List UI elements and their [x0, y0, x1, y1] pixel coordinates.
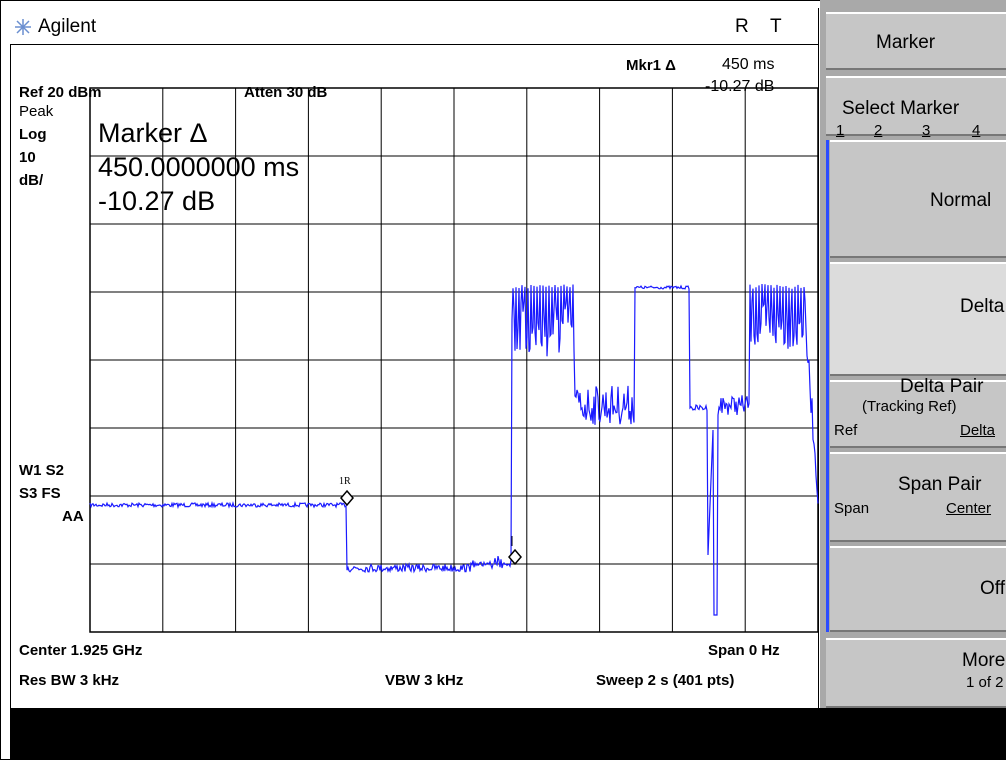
- option: 1: [836, 122, 845, 139]
- sweep: Sweep 2 s (401 pts): [596, 672, 735, 689]
- option: Ref: [834, 422, 858, 439]
- logo: [15, 19, 31, 35]
- menu-title: Marker: [826, 12, 1006, 70]
- annotation-level: -10.27 dB: [98, 186, 216, 216]
- title-bar: Agilent R T: [10, 8, 818, 45]
- softkey-sublabel: 1 of 2: [966, 674, 1004, 691]
- rbw: Res BW 3 kHz: [19, 672, 120, 689]
- option: Span: [834, 500, 870, 517]
- softkey-label: Delta Pair: [900, 376, 984, 397]
- border: [10, 44, 11, 708]
- annotation-title: Marker Δ: [98, 118, 208, 148]
- menu-title-text: Marker: [876, 32, 936, 53]
- option: 2: [874, 122, 883, 139]
- option: 3: [922, 122, 931, 139]
- softkey-sublabel: (Tracking Ref): [862, 398, 957, 415]
- ref-level: Ref 20 dBm: [19, 84, 102, 101]
- softkey[interactable]: Off: [830, 546, 1006, 632]
- softkey[interactable]: Select Marker 1 2 3 4: [826, 76, 1006, 139]
- softkey-panel: Marker Select Marker 1 2 3 4 Normal Delt…: [820, 0, 1006, 708]
- annotation-time: 450.0000000 ms: [98, 152, 300, 182]
- graticule: 1R: [89, 87, 819, 633]
- status-bar: [10, 708, 1006, 760]
- span: Span 0 Hz: [708, 642, 780, 659]
- marker-level: -10.27 dB: [705, 78, 775, 95]
- vbw: VBW 3 kHz: [385, 672, 464, 689]
- trace-flag: S3 FS: [19, 485, 61, 502]
- brand: Agilent: [38, 16, 97, 37]
- marker-time: 450 ms: [722, 56, 775, 73]
- softkey[interactable]: More 1 of 2: [826, 638, 1006, 708]
- softkey-label: Span Pair: [898, 474, 982, 495]
- softkey-label: Normal: [930, 190, 992, 211]
- marker-label: Mkr1 Δ: [626, 57, 676, 74]
- marker-diamond: [508, 548, 522, 566]
- key-focus: [826, 140, 829, 632]
- indicator: R: [735, 16, 749, 37]
- indicator: T: [770, 16, 782, 37]
- softkey[interactable]: Span Pair Span Center: [830, 452, 1006, 542]
- softkey[interactable]: Delta: [830, 262, 1006, 376]
- softkey-label: Select Marker: [842, 98, 960, 119]
- trace-flag: AA: [62, 508, 84, 525]
- softkey-label: More: [962, 650, 1006, 671]
- scale-value: 10: [19, 149, 36, 166]
- trace-flag: W1 S2: [19, 462, 65, 479]
- detector: Peak: [19, 103, 54, 120]
- marker-diamond: [340, 489, 354, 507]
- option: Delta: [960, 422, 996, 439]
- trace: [89, 283, 819, 616]
- option: Center: [946, 500, 992, 517]
- center-freq: Center 1.925 GHz: [19, 642, 143, 659]
- option: 4: [972, 122, 981, 139]
- marker-label: 1R: [339, 476, 351, 487]
- softkey-label: Off: [980, 578, 1005, 599]
- scale-unit: dB/: [19, 172, 44, 189]
- softkey-label: Delta: [960, 296, 1005, 317]
- scale-type: Log: [19, 126, 47, 143]
- softkey[interactable]: Delta Pair (Tracking Ref) Ref Delta: [830, 376, 1006, 448]
- softkey[interactable]: Normal: [830, 140, 1006, 258]
